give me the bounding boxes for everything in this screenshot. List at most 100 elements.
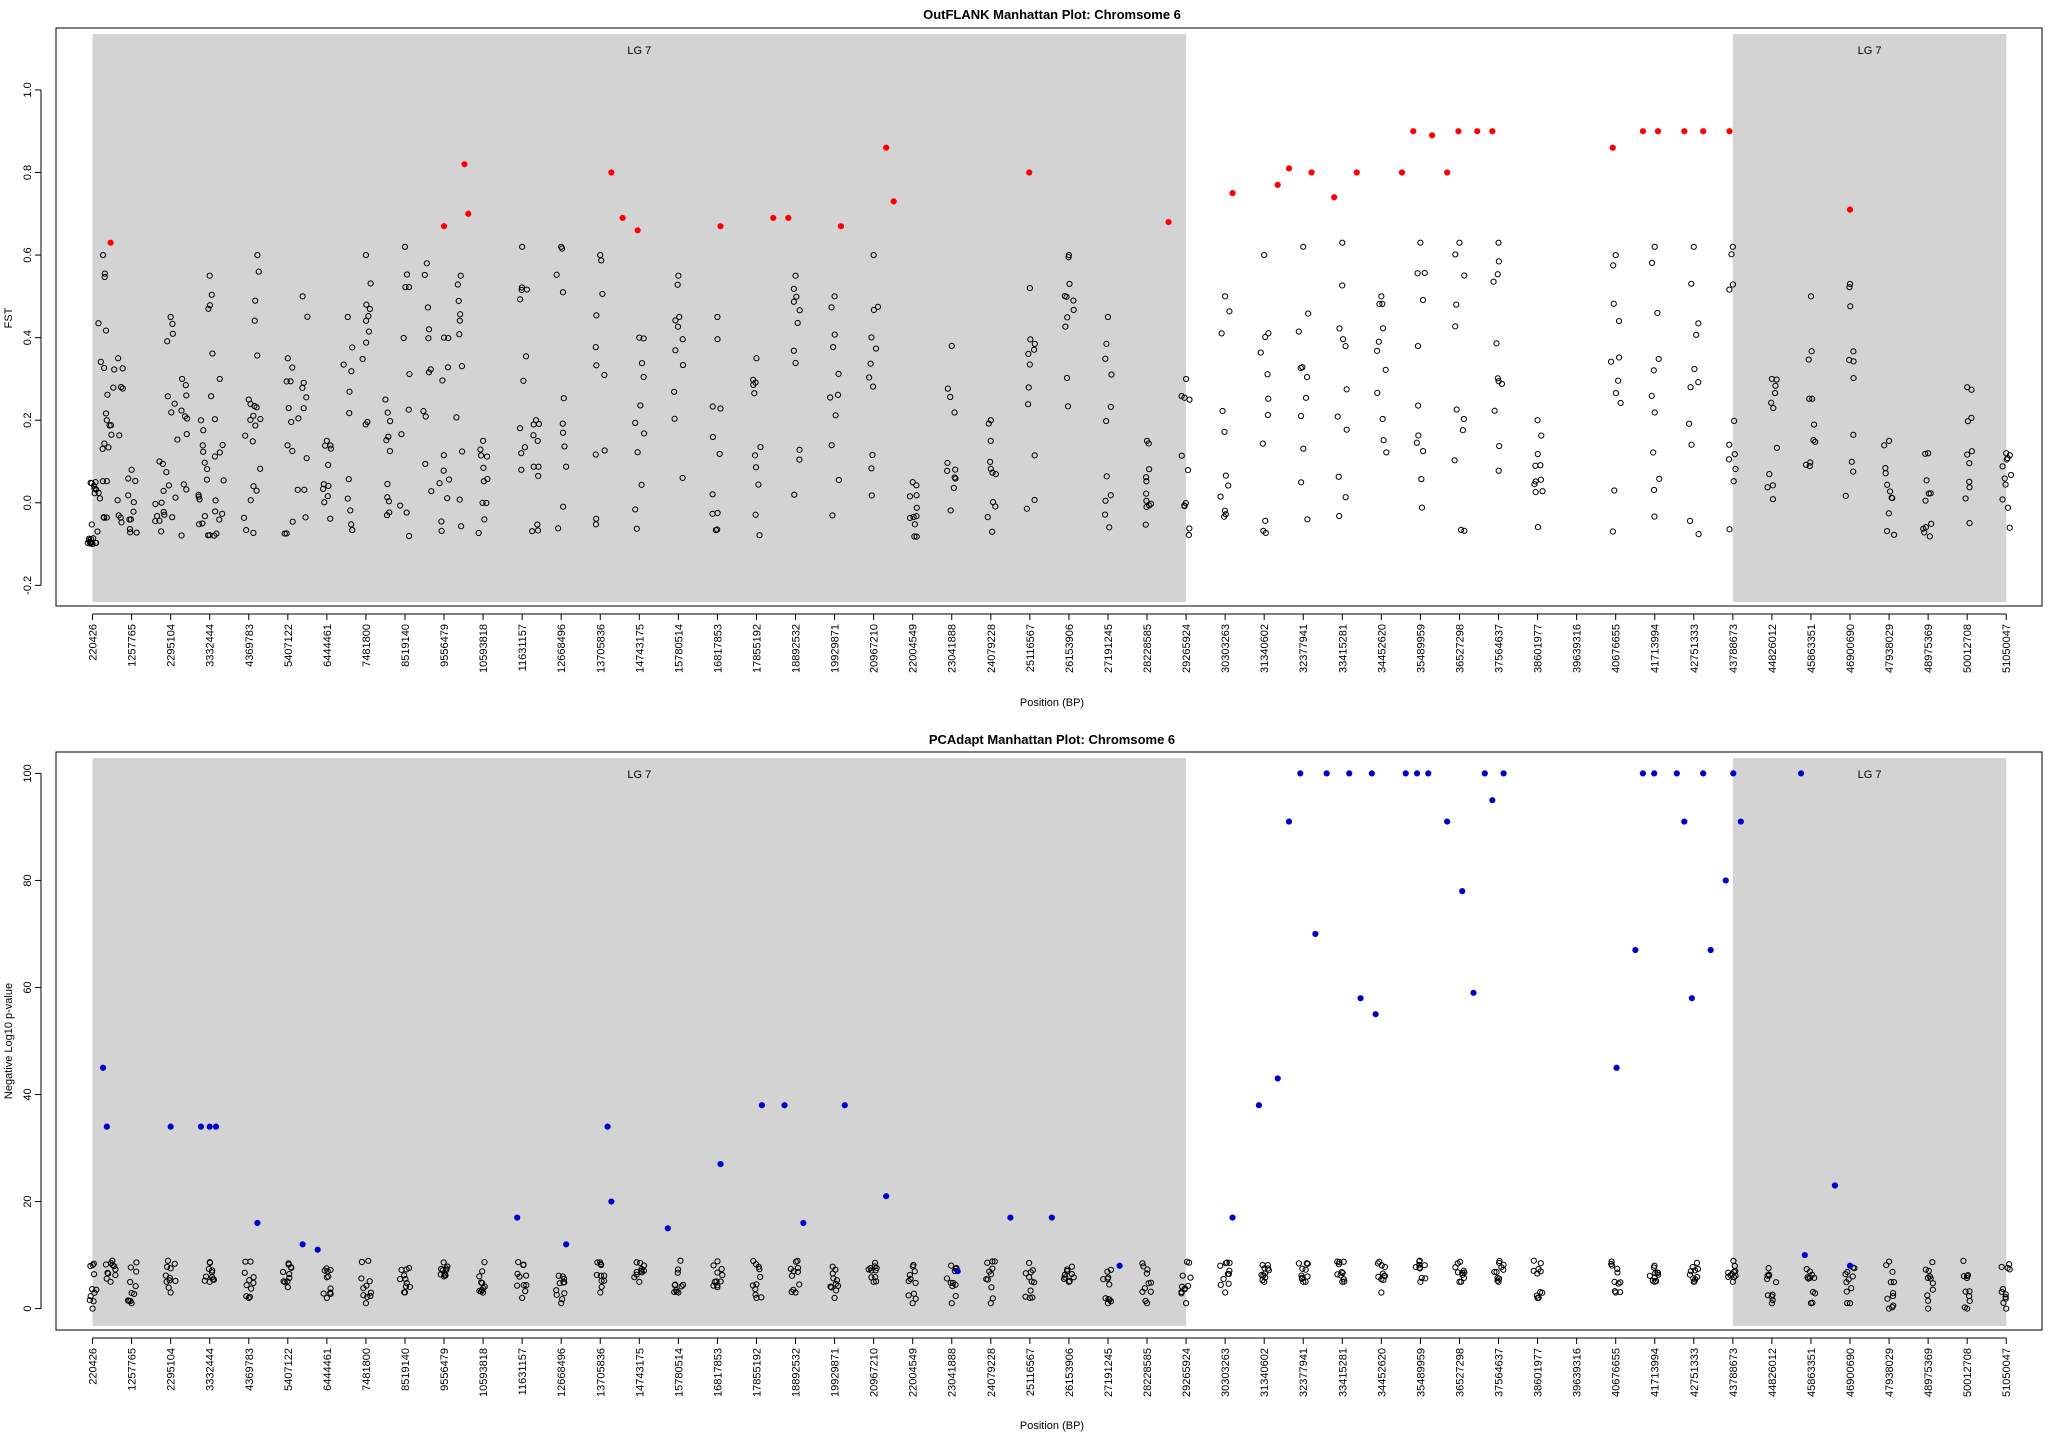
data-point (1026, 1259, 1033, 1267)
data-point (1378, 293, 1385, 300)
data-point (405, 406, 412, 413)
data-point (289, 447, 296, 455)
data-point (1419, 296, 1427, 304)
data-point (1494, 1274, 1501, 1281)
data-point (604, 1123, 611, 1130)
data-point (1142, 1297, 1149, 1305)
data-point (1692, 1276, 1699, 1283)
data-point (1927, 1275, 1934, 1282)
data-point (1850, 348, 1857, 355)
x-tick-label: 32377941 (1298, 624, 1310, 673)
data-point (348, 521, 355, 528)
data-point (1889, 1304, 1896, 1311)
data-point (1357, 995, 1364, 1002)
data-point (321, 499, 328, 506)
data-point (299, 1241, 306, 1248)
data-point (458, 523, 465, 530)
data-point (1495, 467, 1502, 474)
x-tick-label: 34452620 (1376, 1348, 1388, 1397)
data-point (349, 526, 356, 534)
x-tick-label: 31340602 (1259, 1348, 1271, 1397)
data-point (828, 1284, 835, 1291)
data-point (1106, 524, 1113, 531)
data-point (1611, 1278, 1618, 1285)
data-point (1929, 1259, 1936, 1266)
data-point (1116, 1262, 1123, 1269)
data-point (1457, 526, 1465, 533)
data-point (948, 342, 955, 349)
data-point (1806, 1268, 1813, 1275)
data-point (1379, 415, 1386, 423)
data-point (674, 323, 682, 330)
data-point (1809, 1299, 1816, 1306)
data-point (174, 436, 181, 443)
data-point (165, 1284, 172, 1291)
data-point (479, 437, 487, 444)
data-point (1187, 1274, 1194, 1281)
x-tick-label: 23041888 (947, 624, 959, 673)
data-point (475, 529, 482, 537)
data-point (1353, 169, 1360, 176)
data-point (284, 1284, 291, 1291)
data-point (216, 449, 223, 456)
data-point (1064, 314, 1071, 321)
data-point (133, 1268, 140, 1275)
data-point (1964, 1272, 1972, 1279)
data-point (287, 1264, 295, 1271)
data-point (88, 521, 95, 528)
data-point (2007, 471, 2015, 479)
data-point (132, 1283, 139, 1290)
data-point (2006, 524, 2013, 531)
data-point (327, 1266, 334, 1274)
data-point (206, 1123, 213, 1130)
data-point (1178, 1283, 1186, 1290)
data-point (130, 508, 137, 515)
x-tick-label: 36527298 (1454, 624, 1466, 673)
data-point (633, 1271, 640, 1278)
data-point (384, 494, 391, 501)
data-point (556, 1280, 563, 1287)
data-point (1498, 380, 1506, 388)
data-point (110, 384, 117, 391)
data-point (1846, 1262, 1854, 1269)
data-point (1885, 437, 1893, 444)
data-point (169, 514, 176, 521)
data-point (714, 1269, 721, 1276)
data-point (870, 251, 877, 259)
data-point (166, 1277, 173, 1284)
data-point (792, 1258, 800, 1265)
data-point (1221, 507, 1229, 514)
data-point (597, 1289, 604, 1296)
x-tick-label: 41713994 (1650, 1348, 1662, 1397)
data-point (479, 1286, 486, 1294)
data-point (1265, 330, 1272, 337)
data-point (751, 390, 758, 397)
data-point (868, 465, 875, 472)
data-point (868, 492, 875, 499)
data-point (519, 243, 526, 250)
data-point (792, 359, 799, 367)
data-point (984, 514, 991, 521)
data-point (872, 1273, 879, 1281)
data-point (950, 484, 957, 492)
y-tick-label: 0 (22, 1306, 34, 1312)
data-point (1890, 1278, 1898, 1286)
data-point (1922, 450, 1929, 457)
data-point (127, 529, 134, 536)
data-point (1402, 770, 1409, 777)
data-point (484, 475, 491, 483)
data-point (104, 1269, 111, 1276)
data-point (714, 509, 721, 517)
data-point (1922, 1266, 1929, 1273)
data-point (560, 503, 567, 510)
data-point (714, 313, 721, 321)
data-point (1496, 1257, 1503, 1265)
data-point (1145, 1280, 1152, 1287)
data-point (944, 467, 951, 474)
data-point (664, 1225, 671, 1232)
data-point (201, 513, 209, 520)
data-point (216, 516, 223, 523)
data-point (709, 491, 716, 498)
data-point (1374, 1260, 1382, 1267)
data-point (163, 1263, 171, 1270)
